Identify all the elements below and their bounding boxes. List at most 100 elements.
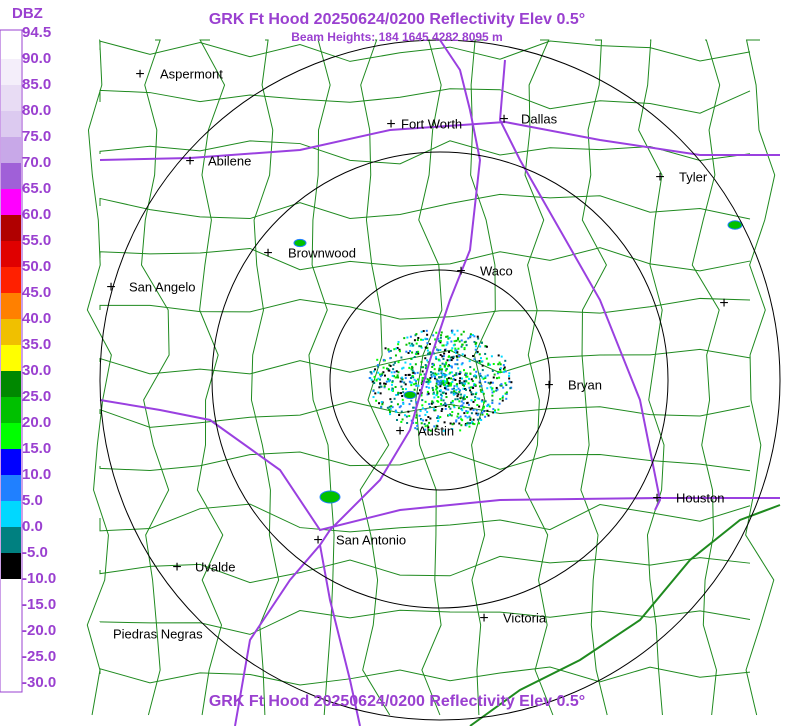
echo: [472, 393, 475, 396]
echo: [451, 380, 454, 383]
echo: [455, 388, 458, 391]
echo: [403, 381, 406, 384]
echo: [388, 379, 391, 382]
echo: [437, 372, 440, 375]
echo: [463, 380, 466, 383]
legend-swatch: [1, 85, 21, 111]
echo: [426, 393, 429, 396]
echo: [431, 400, 434, 403]
echo: [457, 407, 460, 410]
echo: [420, 418, 423, 421]
echo: [441, 355, 444, 358]
echo: [439, 416, 442, 419]
echo: [457, 412, 460, 415]
echo: [469, 372, 472, 375]
echo: [418, 414, 421, 417]
echo: [428, 343, 431, 346]
echo: [378, 386, 381, 389]
echo: [449, 422, 452, 425]
legend-swatch: [1, 163, 21, 189]
echo: [461, 353, 464, 356]
echo: [413, 406, 416, 409]
echo: [475, 341, 478, 344]
echo: [392, 368, 395, 371]
county-line: [99, 297, 751, 320]
city-marker: +: [395, 423, 404, 440]
echo: [491, 387, 494, 390]
echo: [381, 403, 384, 406]
echo: [474, 345, 477, 348]
echo: [478, 385, 481, 388]
echo-cell: [293, 238, 307, 248]
echo: [372, 389, 375, 392]
echo: [432, 401, 435, 404]
echo: [427, 382, 430, 385]
echo: [431, 386, 434, 389]
echo: [398, 348, 401, 351]
echo: [395, 410, 398, 413]
echo: [383, 386, 386, 389]
echo: [503, 366, 506, 369]
echo: [465, 375, 468, 378]
echo: [394, 409, 397, 412]
echo: [430, 402, 433, 405]
echo: [449, 407, 452, 410]
echo: [415, 384, 418, 387]
echo: [486, 405, 489, 408]
echo: [391, 406, 394, 409]
echo: [381, 372, 384, 375]
county-line: [250, 39, 280, 716]
echo: [401, 367, 404, 370]
echo: [420, 382, 423, 385]
echo: [461, 377, 464, 380]
echo: [438, 376, 441, 379]
echo: [429, 377, 432, 380]
legend-label: 94.5: [22, 24, 51, 41]
echo: [424, 346, 427, 349]
echo: [457, 393, 460, 396]
echo: [417, 392, 420, 395]
city-label: Waco: [480, 263, 513, 278]
echo: [389, 411, 392, 414]
echo: [398, 414, 401, 417]
echo: [445, 392, 448, 395]
city-marker: +: [263, 245, 272, 262]
echo: [432, 391, 435, 394]
city-marker: +: [456, 263, 465, 280]
echo: [445, 403, 448, 406]
echo: [415, 414, 418, 417]
legend-label: 35.0: [22, 336, 51, 353]
echo: [394, 354, 397, 357]
echo: [453, 333, 456, 336]
echo-cell: [403, 390, 417, 400]
echo: [421, 376, 424, 379]
echo: [369, 371, 372, 374]
echo: [464, 382, 467, 385]
title: GRK Ft Hood 20250624/0200 Reflectivity E…: [209, 11, 585, 28]
echo: [448, 384, 451, 387]
echo: [401, 388, 404, 391]
echo: [446, 341, 449, 344]
echo: [455, 392, 458, 395]
echo: [459, 389, 462, 392]
echo: [413, 378, 416, 381]
echo: [504, 359, 507, 362]
echo: [408, 350, 411, 353]
echo: [458, 340, 461, 343]
echo: [426, 359, 429, 362]
echo: [499, 370, 502, 373]
legend-swatch: [1, 267, 21, 293]
echo: [477, 412, 480, 415]
echo: [376, 358, 379, 361]
echo: [447, 388, 450, 391]
echo: [439, 341, 442, 344]
echo: [452, 391, 455, 394]
echo: [468, 386, 471, 389]
echo: [388, 408, 391, 411]
echo: [415, 342, 418, 345]
echo: [402, 401, 405, 404]
echo: [499, 384, 502, 387]
echo: [484, 352, 487, 355]
subtitle: Beam Heights: 184 1645 4282 8095 m: [291, 30, 502, 44]
city-marker: +: [135, 66, 144, 83]
